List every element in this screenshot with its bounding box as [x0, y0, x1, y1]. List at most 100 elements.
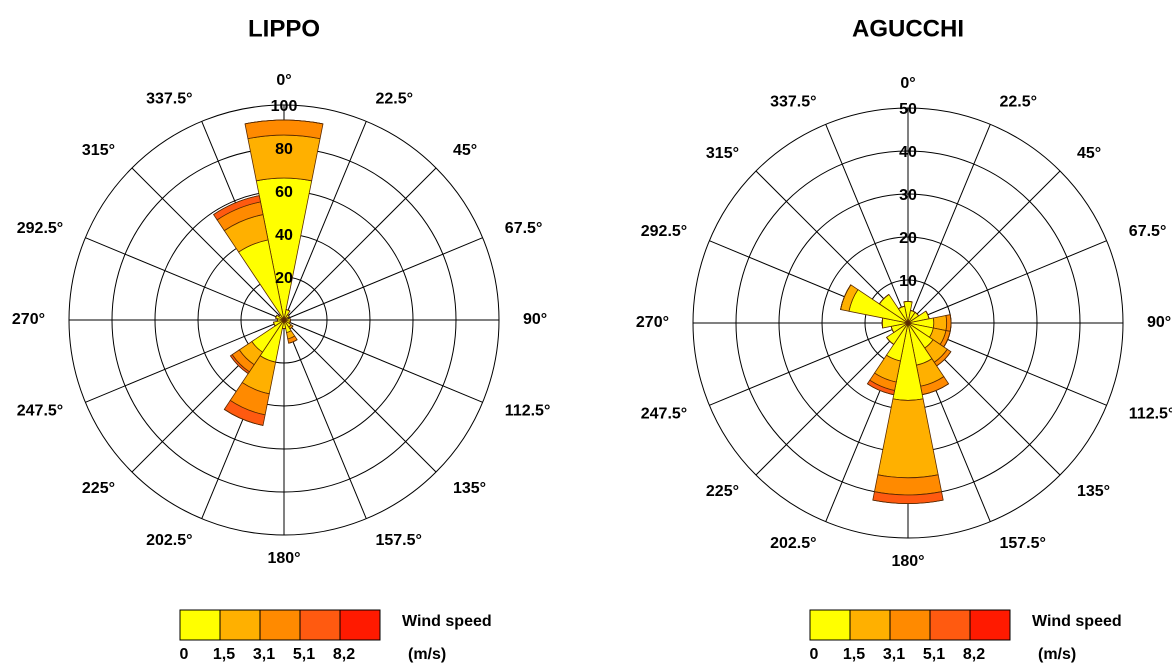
- r-tick-label: 50: [899, 101, 917, 118]
- direction-label: 337.5°: [146, 90, 192, 107]
- spoke: [283, 167, 437, 321]
- direction-label: 135°: [1077, 483, 1110, 500]
- spoke: [85, 319, 285, 403]
- direction-label: 112.5°: [1129, 406, 1172, 423]
- direction-label: 45°: [1077, 145, 1101, 162]
- r-tick-label: 100: [271, 98, 298, 115]
- spoke: [283, 319, 483, 403]
- spoke: [825, 124, 909, 324]
- direction-label: 0°: [276, 72, 291, 89]
- spoke: [283, 237, 483, 321]
- spoke: [283, 319, 367, 519]
- legend-swatch: [219, 609, 261, 641]
- direction-label: 67.5°: [505, 220, 543, 237]
- legend-unit: (m/s): [1038, 646, 1076, 663]
- r-tick-label: 40: [275, 227, 293, 244]
- direction-label: 247.5°: [17, 403, 63, 420]
- direction-label: 225°: [706, 483, 739, 500]
- sector: [287, 314, 290, 317]
- sector: [275, 314, 278, 319]
- spoke: [283, 319, 437, 473]
- direction-label: 67.5°: [1129, 223, 1167, 240]
- legend-swatch: [809, 609, 851, 641]
- direction-label: 0°: [900, 75, 915, 92]
- legend-swatch: [259, 609, 301, 641]
- direction-label: 135°: [453, 480, 486, 497]
- direction-label: 292.5°: [641, 223, 687, 240]
- sector: [273, 322, 276, 327]
- sector: [286, 309, 291, 312]
- sector: [288, 339, 298, 344]
- direction-label: 247.5°: [641, 406, 687, 423]
- legend-swatch: [339, 609, 381, 641]
- r-tick-label: 20: [899, 230, 917, 247]
- legend-label: 3,1: [883, 646, 905, 663]
- sector: [244, 119, 324, 125]
- spoke: [755, 170, 909, 324]
- direction-label: 225°: [82, 480, 115, 497]
- direction-label: 157.5°: [375, 532, 421, 549]
- legend-label: 5,1: [293, 646, 315, 663]
- sector: [872, 499, 944, 504]
- spoke: [907, 124, 991, 324]
- spoke: [709, 322, 909, 406]
- spoke: [907, 240, 1107, 324]
- legend-swatch: [929, 609, 971, 641]
- spoke: [131, 167, 285, 321]
- direction-label: 202.5°: [770, 535, 816, 552]
- r-tick-label: 40: [899, 144, 917, 161]
- spoke: [907, 170, 1061, 324]
- legend-swatch: [299, 609, 341, 641]
- sector: [840, 284, 852, 310]
- sector: [873, 474, 943, 496]
- sector: [879, 294, 890, 305]
- sector: [898, 305, 905, 310]
- direction-label: 315°: [706, 145, 739, 162]
- chart: AGUCCHI 0° 22.5° 45° 67.5° 90° 112.5° 135° 157.5…: [636, 15, 1172, 663]
- legend-label: 0: [180, 646, 189, 663]
- legend-label: 1,5: [843, 646, 865, 663]
- direction-label: 22.5°: [375, 90, 413, 107]
- legend-label: 1,5: [213, 646, 235, 663]
- direction-label: 315°: [82, 142, 115, 159]
- direction-label: 337.5°: [770, 93, 816, 110]
- direction-label: 202.5°: [146, 532, 192, 549]
- legend-title: Wind speed: [402, 613, 492, 630]
- chart-title: LIPPO: [248, 15, 320, 42]
- direction-label: 180°: [891, 553, 924, 570]
- direction-label: 180°: [267, 550, 300, 567]
- spoke: [85, 237, 285, 321]
- spoke: [283, 121, 367, 321]
- spoke: [755, 322, 909, 476]
- direction-label: 90°: [523, 311, 547, 328]
- direction-label: 45°: [453, 142, 477, 159]
- direction-label: 112.5°: [505, 403, 551, 420]
- direction-label: 90°: [1147, 314, 1171, 331]
- legend-unit: (m/s): [408, 646, 446, 663]
- legend-label: 3,1: [253, 646, 275, 663]
- direction-label: 270°: [12, 311, 45, 328]
- sector: [877, 398, 939, 479]
- r-tick-label: 60: [275, 184, 293, 201]
- r-tick-label: 30: [899, 187, 917, 204]
- direction-label: 270°: [636, 314, 669, 331]
- chart: LIPPO 0° 22.5° 45° 67.5° 90° 112.5° 135° 157.5° 1…: [12, 15, 550, 663]
- sector: [848, 289, 909, 324]
- direction-label: 22.5°: [999, 93, 1037, 110]
- r-tick-label: 20: [275, 270, 293, 287]
- legend-swatch: [179, 609, 221, 641]
- r-tick-label: 80: [275, 141, 293, 158]
- legend-swatch: [889, 609, 931, 641]
- sector: [886, 337, 894, 345]
- r-tick-label: 10: [899, 273, 917, 290]
- legend-label: 8,2: [963, 646, 985, 663]
- legend-swatch: [849, 609, 891, 641]
- legend-label: 8,2: [333, 646, 355, 663]
- direction-label: 292.5°: [17, 220, 63, 237]
- legend-label: 5,1: [923, 646, 945, 663]
- chart-title: AGUCCHI: [852, 15, 964, 42]
- legend-label: 0: [810, 646, 819, 663]
- legend-swatch: [969, 609, 1011, 641]
- direction-label: 157.5°: [999, 535, 1045, 552]
